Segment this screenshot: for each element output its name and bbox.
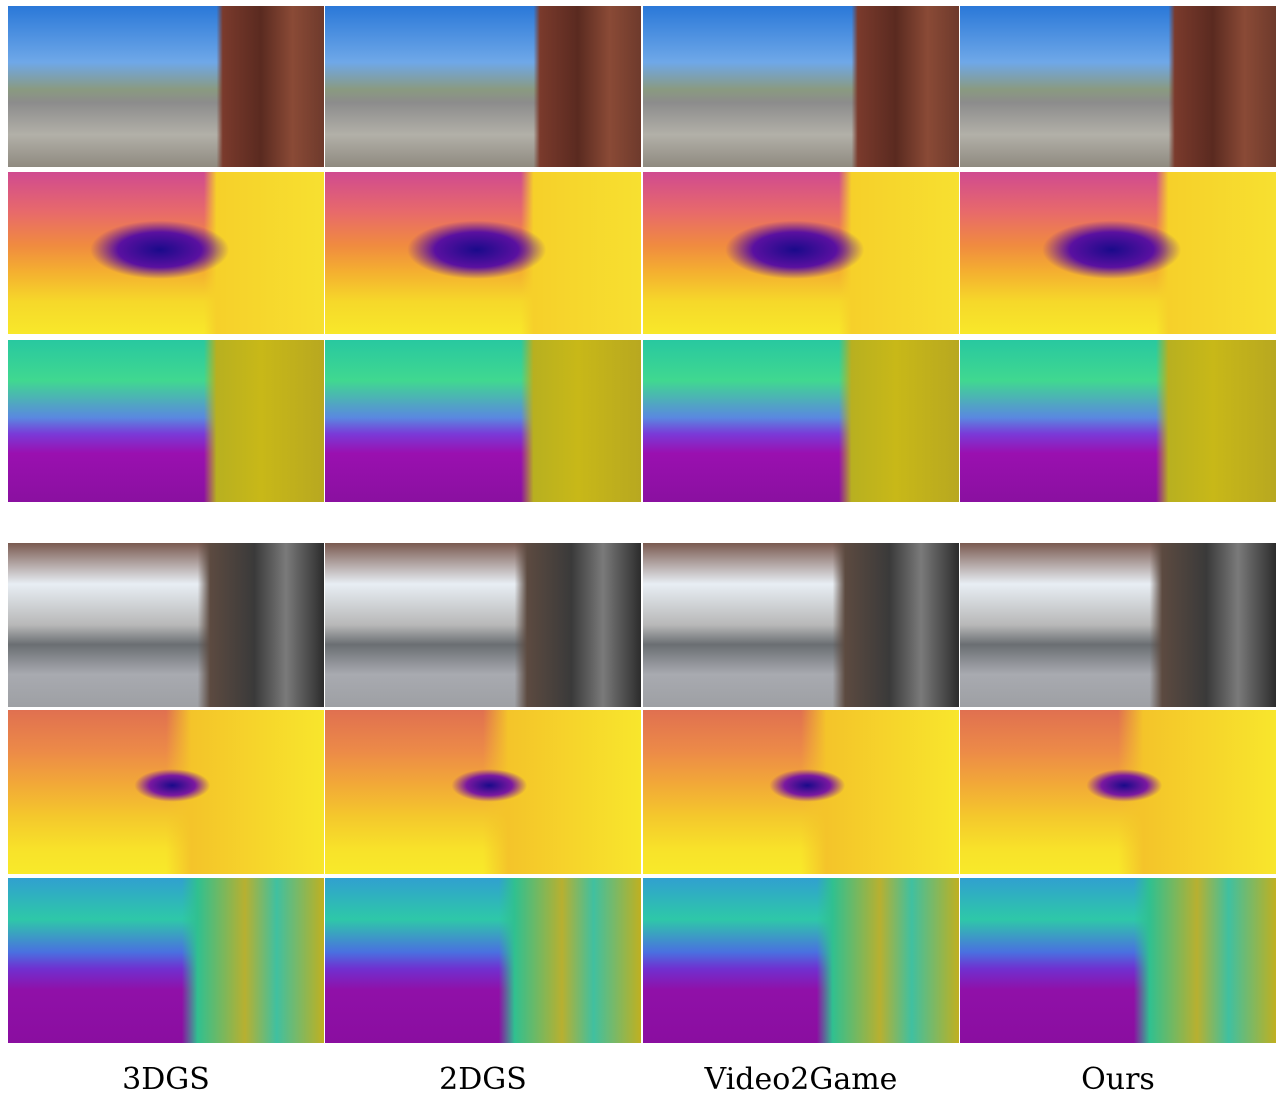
normal-map bbox=[8, 340, 324, 502]
depth-map bbox=[325, 172, 641, 334]
depth-map bbox=[325, 710, 641, 874]
rgb-render bbox=[325, 6, 641, 167]
rgb-render bbox=[325, 543, 641, 707]
depth-map bbox=[960, 172, 1276, 334]
normal-map bbox=[325, 878, 641, 1043]
figure: 3DGS2DGSVideo2GameOurs bbox=[0, 0, 1281, 1099]
column-label: Ours bbox=[960, 1062, 1276, 1097]
depth-map bbox=[8, 710, 324, 874]
rgb-render bbox=[643, 543, 959, 707]
column-label: Video2Game bbox=[643, 1062, 959, 1097]
column-label: 3DGS bbox=[8, 1062, 324, 1097]
column-label: 2DGS bbox=[325, 1062, 641, 1097]
rgb-render bbox=[960, 543, 1276, 707]
rgb-render bbox=[8, 6, 324, 167]
depth-map bbox=[643, 710, 959, 874]
normal-map bbox=[960, 878, 1276, 1043]
normal-map bbox=[643, 878, 959, 1043]
depth-map bbox=[8, 172, 324, 334]
rgb-render bbox=[960, 6, 1276, 167]
normal-map bbox=[643, 340, 959, 502]
rgb-render bbox=[8, 543, 324, 707]
normal-map bbox=[325, 340, 641, 502]
normal-map bbox=[960, 340, 1276, 502]
rgb-render bbox=[643, 6, 959, 167]
normal-map bbox=[8, 878, 324, 1043]
depth-map bbox=[960, 710, 1276, 874]
depth-map bbox=[643, 172, 959, 334]
